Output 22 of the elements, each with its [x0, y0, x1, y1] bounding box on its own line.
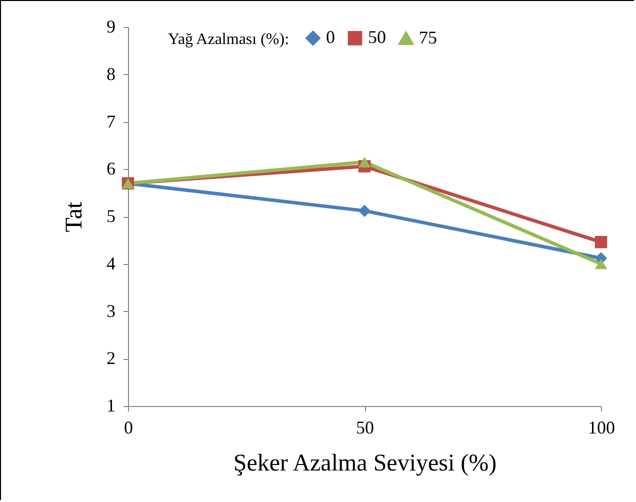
- y-axis-title: Tat: [62, 202, 88, 232]
- y-tick-label: 2: [106, 348, 116, 368]
- legend-label: 50: [368, 27, 386, 48]
- y-tick-label: 1: [106, 396, 116, 416]
- x-axis-title: Şeker Azalma Seviyesi (%): [233, 450, 497, 476]
- y-tick-label: 5: [106, 206, 116, 226]
- x-tick-label: 100: [588, 418, 615, 438]
- y-tick-label: 8: [106, 64, 116, 84]
- point: [358, 204, 371, 217]
- legend-label: 0: [326, 27, 335, 48]
- x-tick-label: 0: [124, 418, 133, 438]
- y-tick-label: 9: [106, 16, 116, 36]
- point: [594, 236, 608, 248]
- point: [594, 258, 608, 270]
- y-tick-label: 3: [106, 300, 116, 321]
- y-tick-label: 7: [106, 111, 116, 132]
- legend-label: 75: [419, 28, 437, 48]
- x-tick-label: 50: [356, 418, 374, 438]
- y-tick-label: 4: [106, 253, 116, 274]
- legend-title: Yağ Azalması (%):: [168, 31, 290, 48]
- y-tick-label: 6: [106, 158, 116, 179]
- point: [358, 156, 371, 168]
